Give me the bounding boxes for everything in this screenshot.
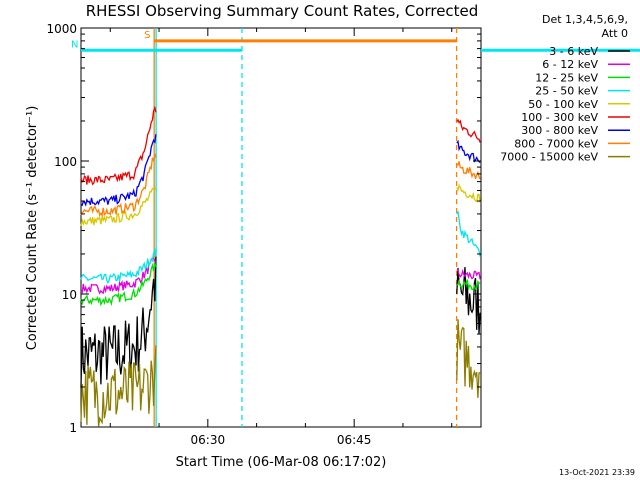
series-line (456, 210, 481, 257)
legend-header-line-2: Att 0 (602, 27, 628, 40)
vertical-markers (153, 28, 458, 427)
legend-label: 50 - 100 keV (528, 98, 598, 111)
series-line (80, 262, 157, 307)
y-tick-label: 100 (54, 155, 77, 169)
y-tick-label: 1 (69, 421, 77, 435)
series-line (80, 105, 157, 186)
series-line (456, 279, 481, 291)
legend-label: 800 - 7000 keV (514, 137, 598, 150)
legend-label: 100 - 300 keV (521, 111, 598, 124)
x-axis-label: Start Time (06-Mar-08 06:17:02) (176, 455, 387, 470)
plot-area (80, 27, 482, 428)
y-tick-label: 1000 (46, 22, 77, 36)
x-tick-label: 06:45 (337, 433, 372, 447)
flag-label: S (144, 30, 150, 41)
series-line (456, 183, 481, 203)
series-line (80, 187, 157, 227)
legend-header-line-1: Det 1,3,4,5,6,9, (542, 13, 628, 26)
series-layer (80, 105, 481, 427)
x-axis-ticks: 06:30 06:45 (109, 28, 453, 447)
legend-label: 12 - 25 keV (535, 71, 598, 84)
x-tick-label: 06:30 (191, 433, 226, 447)
legend-label: 300 - 800 keV (521, 124, 598, 137)
series-line (80, 134, 157, 207)
series-line (80, 256, 157, 388)
series-line (80, 153, 157, 218)
flag-label: N (71, 39, 78, 50)
flag-bars: SN (71, 30, 640, 52)
series-line (456, 161, 481, 180)
legend-label: 25 - 50 keV (535, 85, 598, 98)
legend-label: 6 - 12 keV (542, 58, 598, 71)
y-tick-label: 10 (62, 288, 77, 302)
y-axis-label: Corrected Count Rate (s⁻¹ detector⁻¹) (25, 106, 40, 351)
series-line (80, 247, 157, 285)
legend-label: 3 - 6 keV (549, 45, 598, 58)
series-line (456, 118, 481, 143)
timestamp: 13-Oct-2021 23:39 (559, 468, 635, 477)
series-line (80, 257, 157, 295)
series-line (456, 319, 481, 398)
chart-title: RHESSI Observing Summary Count Rates, Co… (86, 2, 479, 20)
series-line (80, 345, 157, 427)
legend-label: 7000 - 15000 keV (500, 151, 598, 164)
y-axis-ticks: 1 10 100 1000 (46, 22, 481, 435)
series-line (456, 139, 481, 164)
series-line (456, 268, 481, 280)
